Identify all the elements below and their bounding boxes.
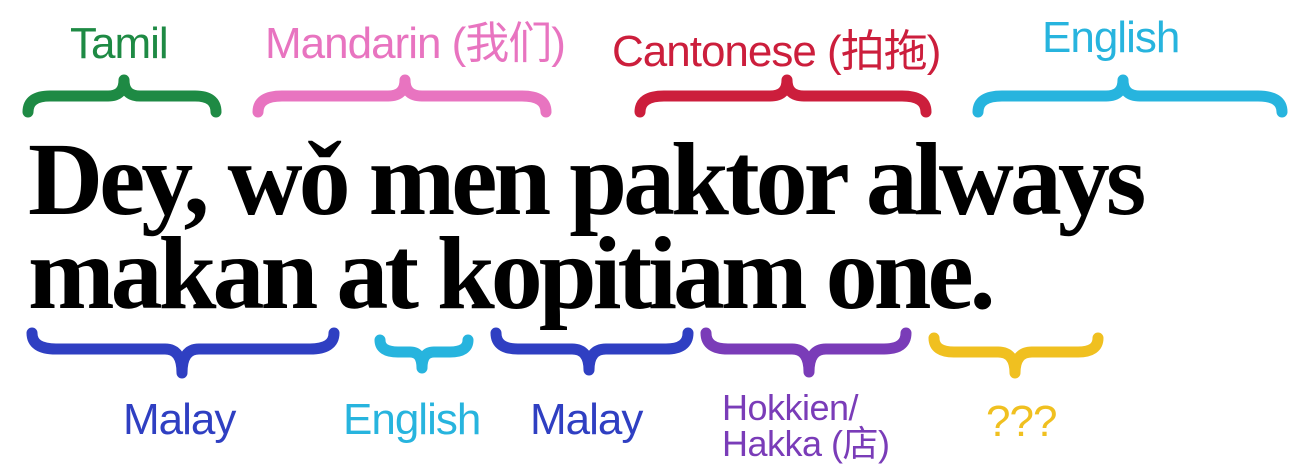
english-bottom-brace [374, 334, 474, 374]
sentence-line-2: makan at kopitiam one. [28, 216, 996, 331]
hokkien-label-line-2: Hakka (店) [722, 423, 890, 464]
hokkien-brace [700, 327, 912, 378]
unknown-brace [928, 332, 1104, 379]
english-bottom-label: English [343, 395, 481, 444]
malay-brace-2 [490, 327, 694, 376]
english-top-brace [972, 74, 1288, 118]
malay-brace-1 [26, 327, 340, 379]
malay-label-2: Malay [530, 395, 643, 444]
sentence-line-1: Dey, wǒ men paktor always [28, 122, 1146, 237]
unknown-label: ??? [986, 397, 1057, 446]
english-top-label: English [1042, 13, 1180, 62]
mandarin-brace [252, 74, 552, 118]
hokkien-label-line-1: Hokkien/ [722, 387, 859, 428]
hokkien-label: Hokkien/ Hakka (店) [722, 390, 890, 462]
malay-label-1: Malay [123, 395, 236, 444]
tamil-label: Tamil [70, 19, 169, 68]
tamil-brace [22, 74, 222, 118]
cantonese-label: Cantonese (拍拖) [612, 27, 941, 76]
mandarin-label: Mandarin (我们) [265, 19, 566, 68]
cantonese-brace [634, 74, 932, 118]
